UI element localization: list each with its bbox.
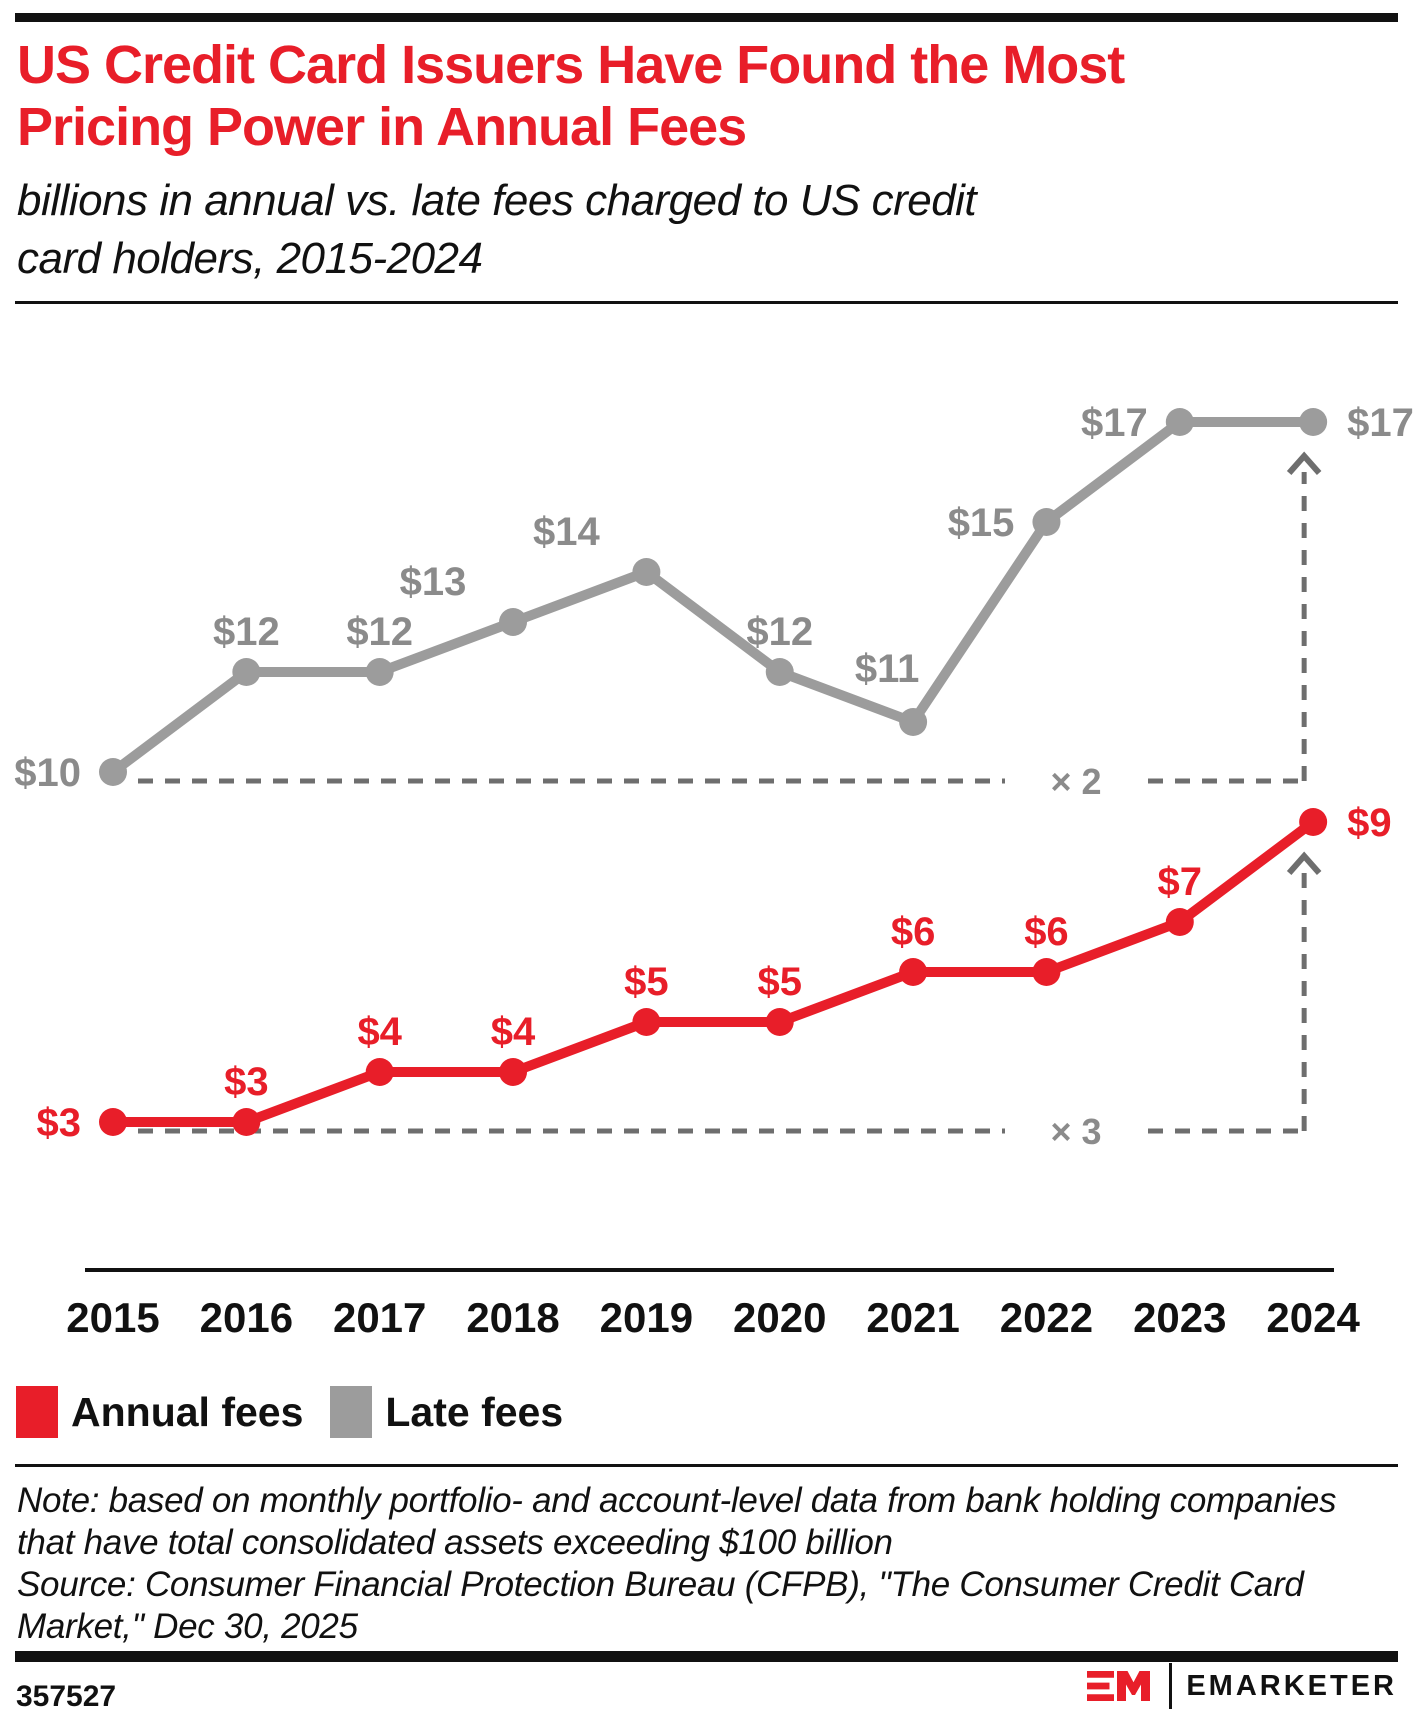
- note-source-block: Note: based on monthly portfolio- and ac…: [17, 1480, 1409, 1648]
- annual-fees-value-label-2023: $7: [1158, 860, 1203, 904]
- annual-fees-value-label-2017: $4: [357, 1010, 402, 1054]
- source-line-2: Market," Dec 30, 2025: [17, 1607, 358, 1646]
- subtitle-line-1: billions in annual vs. late fees charged…: [17, 176, 977, 225]
- annual-fees-value-label-2024: $9: [1347, 801, 1392, 845]
- annual-fees-point-2023: [1165, 908, 1194, 936]
- annual-fees-point-2017: [365, 1058, 394, 1086]
- annual-fees-line: [113, 817, 1317, 1127]
- late-fees-point-2017: [365, 658, 394, 686]
- legend: Annual fees Late fees: [16, 1386, 590, 1438]
- note-line-2: that have total consolidated assets exce…: [17, 1523, 893, 1562]
- multiplier-label: × 3: [1050, 1111, 1101, 1152]
- title-line-1: US Credit Card Issuers Have Found the Mo…: [17, 35, 1125, 95]
- annual-fees-point-2021: [899, 958, 928, 986]
- late-fees-point-2016: [232, 658, 261, 686]
- x-tick-label-2015: 2015: [66, 1294, 159, 1340]
- title-line-2: Pricing Power in Annual Fees: [17, 97, 747, 157]
- annual-fees-value-label-2016: $3: [224, 1060, 269, 1104]
- chart-svg: × 2 × 3 $10 $12 $12 $13 $14 $12 $11 $15 $17 $17 $3 $3…: [14, 401, 1413, 1340]
- x-tick-label-2016: 2016: [200, 1294, 293, 1340]
- late-fees-value-label-2016: $12: [213, 610, 280, 654]
- x-tick-label-2017: 2017: [333, 1294, 426, 1340]
- late-fees-point-2021: [899, 708, 928, 736]
- multiplier-label: × 2: [1050, 761, 1101, 802]
- x-tick-label-2024: 2024: [1266, 1294, 1360, 1340]
- em-logo-icon: [1087, 1671, 1151, 1701]
- late-fees-value-label-2022: $15: [948, 501, 1015, 545]
- source-line-1: Source: Consumer Financial Protection Bu…: [17, 1565, 1304, 1604]
- late-fees-point-2015: [99, 758, 127, 786]
- annual-fees-point-2016: [232, 1108, 261, 1136]
- annual-fees-value-label-2021: $6: [891, 910, 936, 954]
- late-fees-value-label-2021: $11: [855, 647, 920, 691]
- annual-fees-point-2020: [765, 1008, 794, 1036]
- legend-item-annual-fees: Annual fees: [16, 1386, 303, 1438]
- arrow-up-icon: [1286, 851, 1322, 875]
- annual-fees-point-2019: [632, 1008, 661, 1036]
- emarketer-logo: EMARKETER: [1087, 1663, 1397, 1709]
- footer-accent-bar: [15, 1651, 1398, 1662]
- chart-id: 357527: [16, 1680, 117, 1713]
- x-tick-label-2020: 2020: [733, 1294, 826, 1340]
- top-accent-bar: [15, 13, 1398, 22]
- x-tick-label-2021: 2021: [866, 1294, 959, 1340]
- annual-fees-point-2024: [1299, 808, 1328, 836]
- subtitle-line-2: card holders, 2015-2024: [17, 234, 483, 283]
- annual-fees-value-label-2015: $3: [37, 1101, 82, 1145]
- logo-divider: [1169, 1663, 1173, 1709]
- x-tick-label-2019: 2019: [600, 1294, 693, 1340]
- late-fees-value-label-2017: $12: [346, 610, 413, 654]
- annual-fees-point-2018: [499, 1058, 528, 1086]
- late-fees-point-2019: [632, 558, 661, 586]
- annual-fees-value-label-2019: $5: [624, 960, 669, 1004]
- x-tick-label-2023: 2023: [1133, 1294, 1226, 1340]
- late-fees-line: [110, 417, 1314, 777]
- legend-item-late-fees: Late fees: [330, 1386, 563, 1438]
- late-fees-point-2018: [499, 608, 528, 636]
- x-tick-label-2022: 2022: [1000, 1294, 1093, 1340]
- late-fees-value-label-2024: $17: [1347, 401, 1413, 445]
- late-fees-value-label-2023: $17: [1081, 401, 1148, 445]
- late-fees-point-2022: [1032, 508, 1061, 536]
- late-fees-value-label-2018: $13: [400, 560, 467, 604]
- annual-fees-value-label-2018: $4: [491, 1010, 536, 1054]
- legend-label: Late fees: [385, 1388, 564, 1435]
- footer-divider-line: [15, 1464, 1398, 1467]
- late-fees-point-2024: [1299, 408, 1328, 436]
- late-fees-value-label-2015: $10: [14, 751, 81, 795]
- annual-fees-value-label-2020: $5: [758, 960, 803, 1004]
- late-fees-swatch: [330, 1386, 373, 1438]
- late-fees-value-label-2020: $12: [746, 610, 813, 654]
- annual-fees-point-2022: [1032, 958, 1061, 986]
- annual-fees-swatch: [16, 1386, 58, 1438]
- brand-name: EMARKETER: [1186, 1669, 1397, 1702]
- note-line-1: Note: based on monthly portfolio- and ac…: [17, 1481, 1337, 1520]
- header-divider-line: [15, 301, 1398, 304]
- page-title: US Credit Card Issuers Have Found the Mo…: [17, 34, 1407, 158]
- chart-subtitle: billions in annual vs. late fees charged…: [17, 172, 1407, 288]
- x-tick-label-2018: 2018: [466, 1294, 559, 1340]
- legend-label: Annual fees: [71, 1388, 304, 1435]
- late-fees-point-2020: [765, 658, 794, 686]
- annual-fees-value-label-2022: $6: [1024, 910, 1069, 954]
- arrow-up-icon: [1286, 451, 1322, 475]
- late-fees-value-label-2019: $14: [533, 510, 600, 554]
- annual-fees-point-2015: [99, 1108, 127, 1136]
- late-fees-point-2023: [1165, 408, 1194, 436]
